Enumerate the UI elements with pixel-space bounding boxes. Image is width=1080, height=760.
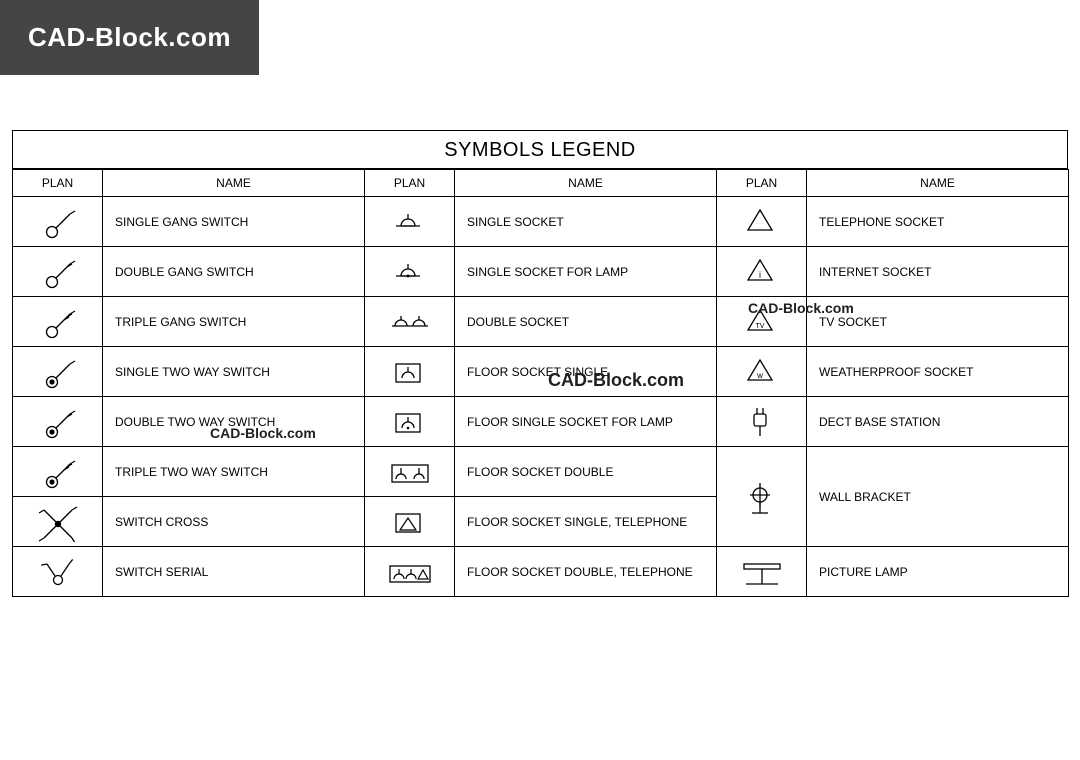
- symbol-label: SINGLE SOCKET FOR LAMP: [455, 247, 717, 297]
- symbol-icon: [717, 547, 807, 597]
- col-header-plan: PLAN: [365, 170, 455, 197]
- symbol-label: TRIPLE GANG SWITCH: [103, 297, 365, 347]
- symbol-icon: [13, 197, 103, 247]
- col-header-name: NAME: [455, 170, 717, 197]
- symbol-icon: [365, 247, 455, 297]
- symbol-label: WEATHERPROOF SOCKET: [807, 347, 1069, 397]
- symbol-icon: [13, 297, 103, 347]
- legend-table: PLAN NAME PLAN NAME PLAN NAME SINGLE GAN…: [12, 169, 1069, 597]
- col-header-plan: PLAN: [717, 170, 807, 197]
- symbol-icon: [13, 547, 103, 597]
- symbol-label: SWITCH SERIAL: [103, 547, 365, 597]
- symbol-icon: [365, 197, 455, 247]
- symbol-icon: [717, 447, 807, 547]
- col-header-name: NAME: [807, 170, 1069, 197]
- symbol-icon: [717, 347, 807, 397]
- symbol-label: FLOOR SOCKET DOUBLE: [455, 447, 717, 497]
- symbol-label: SWITCH CROSS: [103, 497, 365, 547]
- symbol-icon: [13, 347, 103, 397]
- symbol-icon: [717, 197, 807, 247]
- symbol-icon: [13, 447, 103, 497]
- legend-title: SYMBOLS LEGEND: [12, 130, 1068, 169]
- symbol-icon: [365, 297, 455, 347]
- symbol-label: INTERNET SOCKET: [807, 247, 1069, 297]
- symbol-icon: [365, 547, 455, 597]
- symbol-label: DOUBLE TWO WAY SWITCH: [103, 397, 365, 447]
- symbol-label: DECT BASE STATION: [807, 397, 1069, 447]
- symbol-label: TRIPLE TWO WAY SWITCH: [103, 447, 365, 497]
- symbol-label: SINGLE SOCKET: [455, 197, 717, 247]
- col-header-name: NAME: [103, 170, 365, 197]
- symbol-label: TV SOCKET: [807, 297, 1069, 347]
- site-logo: CAD-Block.com: [0, 0, 259, 75]
- symbol-label: DOUBLE SOCKET: [455, 297, 717, 347]
- symbol-label: FLOOR SOCKET SINGLE: [455, 347, 717, 397]
- symbol-icon: [365, 447, 455, 497]
- symbol-icon: [13, 497, 103, 547]
- symbol-label: DOUBLE GANG SWITCH: [103, 247, 365, 297]
- symbol-label: FLOOR SINGLE SOCKET FOR LAMP: [455, 397, 717, 447]
- symbol-icon: [365, 497, 455, 547]
- symbol-label: SINGLE TWO WAY SWITCH: [103, 347, 365, 397]
- symbol-icon: [13, 397, 103, 447]
- symbol-icon: [717, 397, 807, 447]
- symbol-icon: [365, 347, 455, 397]
- symbol-icon: [13, 247, 103, 297]
- symbol-icon: [365, 397, 455, 447]
- symbol-icon: [717, 247, 807, 297]
- legend-table-wrap: SYMBOLS LEGEND PLAN NAME PLAN NAME PLAN …: [12, 130, 1068, 597]
- col-header-plan: PLAN: [13, 170, 103, 197]
- symbol-label: FLOOR SOCKET DOUBLE, TELEPHONE: [455, 547, 717, 597]
- symbol-label: PICTURE LAMP: [807, 547, 1069, 597]
- symbol-label: TELEPHONE SOCKET: [807, 197, 1069, 247]
- symbol-label: FLOOR SOCKET SINGLE, TELEPHONE: [455, 497, 717, 547]
- symbol-icon: [717, 297, 807, 347]
- symbol-label: WALL BRACKET: [807, 447, 1069, 547]
- symbol-label: SINGLE GANG SWITCH: [103, 197, 365, 247]
